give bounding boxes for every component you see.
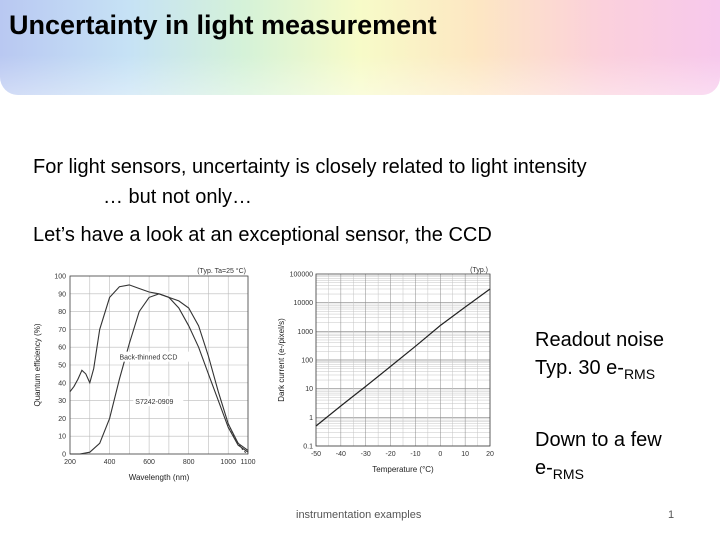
x-tick-label: 400	[104, 459, 116, 466]
down-to-few-note: Down to a few e-RMS	[535, 426, 662, 488]
y-tick-label: 30	[58, 398, 66, 405]
y-tick-label: 70	[58, 327, 66, 334]
y-tick-label: 0	[62, 452, 66, 459]
y-tick-label: 10	[58, 434, 66, 441]
bullet-light-sensors: For light sensors, uncertainty is closel…	[33, 156, 587, 178]
plot-frame	[69, 275, 249, 455]
y-axis-label: Quantum efficiency (%)	[33, 323, 42, 406]
x-tick-label: -20	[386, 451, 396, 458]
x-tick-label: 600	[143, 459, 155, 466]
x-tick-label: 800	[183, 459, 195, 466]
series-line-2	[70, 293, 249, 455]
series-label-1: Back-thinned CCD	[119, 355, 177, 362]
series-dashed-tail	[227, 423, 249, 455]
plot-frame	[315, 273, 491, 447]
footer-text: instrumentation examples	[296, 509, 422, 521]
y-tick-label: 10000	[294, 300, 314, 307]
x-tick-label: 10	[461, 451, 469, 458]
x-tick-label: 20	[486, 451, 494, 458]
series-line-1	[315, 288, 491, 427]
chart-annotation: (Typ.)	[470, 267, 488, 274]
down-to-few-label: Down to a few	[535, 429, 662, 451]
x-tick-label: -10	[410, 451, 420, 458]
y-tick-label: 60	[58, 345, 66, 352]
quantum-efficiency-chart: 0 10 20 30 40 50 60 70 80 90 100 200 400 600 800 1000 11…	[33, 267, 256, 482]
x-tick-label: -40	[336, 451, 346, 458]
x-tick-label: -30	[361, 451, 371, 458]
y-tick-label: 100	[54, 274, 66, 281]
bullet-ccd: Let’s have a look at an exceptional sens…	[33, 224, 492, 246]
y-tick-label: 0.1	[303, 444, 313, 451]
y-tick-label: 20	[58, 416, 66, 423]
y-tick-label: 10	[305, 386, 313, 393]
y-tick-label: 50	[58, 363, 66, 370]
chart-annotation: (Typ. Ta=25 °C)	[197, 267, 246, 275]
label-bg	[117, 351, 190, 362]
x-tick-label: 1000	[220, 459, 236, 466]
y-tick-label: 40	[58, 380, 66, 387]
series-label-2: S7242-0909	[135, 399, 173, 406]
y-tick-label: 100	[301, 358, 313, 365]
x-tick-label: 1100	[240, 459, 255, 466]
readout-noise-note: Readout noise Typ. 30 e-RMS	[535, 326, 664, 388]
x-tick-label: -50	[311, 451, 321, 458]
readout-noise-value: Typ. 30 e-RMS	[535, 357, 656, 382]
title-banner: Uncertainty in light measurement	[0, 0, 720, 95]
x-tick-label: 200	[64, 459, 76, 466]
page-number: 1	[668, 509, 675, 521]
x-tick-label: 0	[438, 451, 442, 458]
series-line-1	[69, 284, 249, 451]
readout-noise-label: Readout noise	[535, 329, 664, 351]
label-bg	[133, 396, 184, 407]
y-tick-label: 1000	[297, 329, 313, 336]
x-axis-label: Wavelength (nm)	[129, 473, 190, 482]
y-tick-label: 1	[309, 415, 313, 422]
y-axis-label: Dark current (e-/pixel/s)	[277, 318, 286, 402]
down-to-few-value: e-RMS	[535, 457, 584, 482]
slide-title: Uncertainty in light measurement	[9, 10, 437, 40]
y-tick-label: 80	[58, 309, 66, 316]
bullet-not-only: … but not only…	[103, 186, 252, 208]
x-axis-label: Temperature (°C)	[372, 465, 434, 474]
y-tick-label: 100000	[290, 272, 313, 279]
y-tick-label: 90	[58, 291, 66, 298]
dark-current-chart: 0.1 1 10 100 1000 10000 100000 -50 -40 -30 -20 -10 0…	[277, 267, 494, 474]
